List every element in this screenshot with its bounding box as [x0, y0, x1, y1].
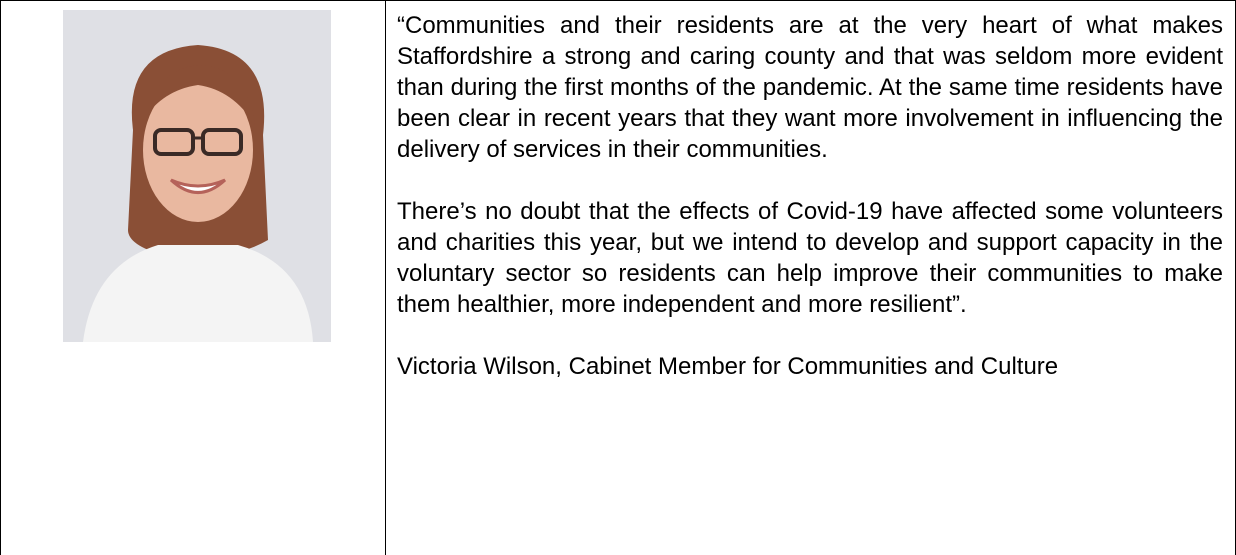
cell-divider	[385, 0, 386, 555]
border-top	[0, 0, 1236, 1]
quote-paragraph: “Communities and their residents are at …	[397, 10, 1223, 165]
page: “Communities and their residents are at …	[0, 0, 1236, 555]
quote-cell: “Communities and their residents are at …	[397, 10, 1223, 413]
quote-paragraph: There’s no doubt that the effects of Cov…	[397, 196, 1223, 320]
attribution: Victoria Wilson, Cabinet Member for Comm…	[397, 351, 1223, 382]
table: “Communities and their residents are at …	[0, 0, 1236, 555]
border-left	[0, 0, 1, 555]
portrait-photo	[63, 10, 331, 342]
